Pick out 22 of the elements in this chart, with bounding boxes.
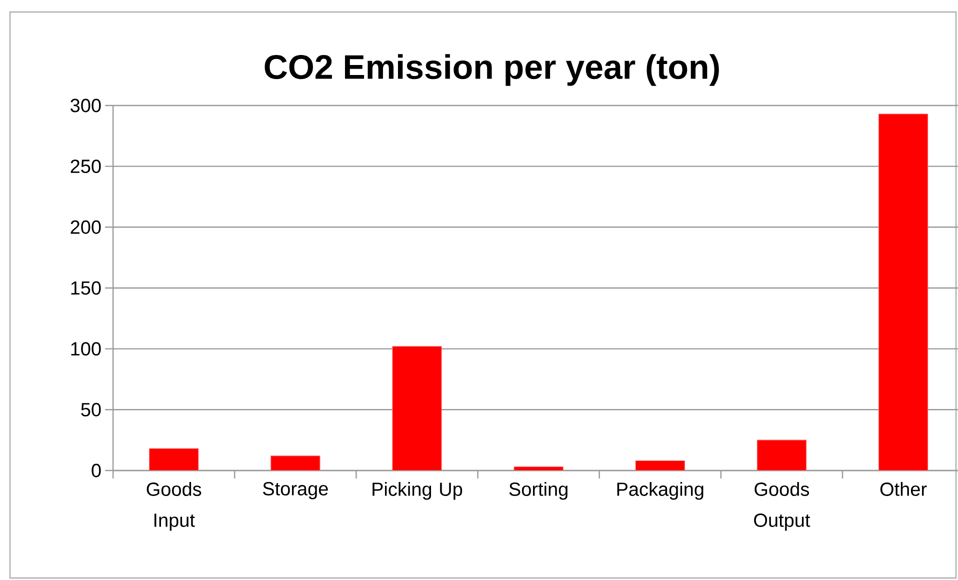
x-tick-label: Goods Output [754,482,810,531]
y-tick-label: 200 [70,220,101,234]
bar [635,460,685,470]
x-tick-label: Storage [263,482,328,500]
bar [270,456,320,470]
x-tick-label: Packaging [617,482,704,500]
x-tick-label: Other [880,482,927,496]
bar [878,114,928,470]
y-tick-label: 50 [81,402,101,416]
x-tick-label: Picking Up [372,482,462,500]
bar [149,448,199,470]
y-tick-label: 100 [71,342,101,356]
x-tick-label: Sorting [509,482,568,500]
y-tick-label: 300 [70,98,101,112]
y-tick-label: 250 [70,160,101,174]
bar [392,346,442,470]
bar [514,466,564,470]
y-tick-label: 0 [92,464,101,478]
x-tick-label: Goods Input [146,482,202,531]
bar [756,440,807,470]
chart-title: CO2 Emission per year (ton) [264,54,719,86]
y-tick-label: 150 [71,281,101,295]
